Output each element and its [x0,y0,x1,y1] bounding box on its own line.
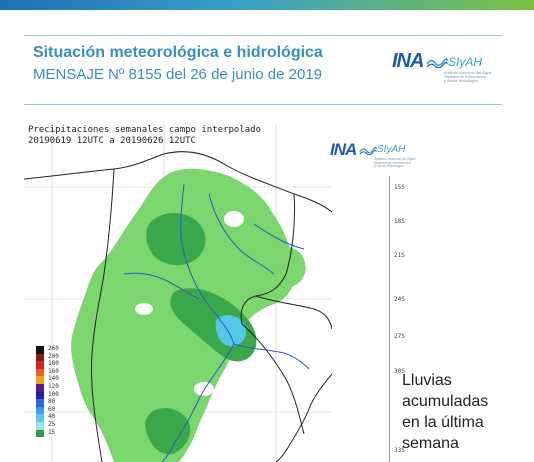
legend-label: 180 [48,360,59,368]
legend-swatch [36,399,44,407]
legend-label: 40 [48,413,56,421]
legend-swatch [36,414,44,422]
no-rain-gap [224,211,244,227]
logo-subtext-line: Instituto Nacional del Agua [444,70,492,75]
lat-tick: 21S [394,252,405,259]
legend-swatch [36,346,44,354]
legend-swatch [36,406,44,415]
logo-subtext-line: Sistema de Información [374,160,411,165]
header-top-divider [24,35,502,36]
precipitation-map [24,124,332,462]
logo-subtext-line: Sistema de Información [444,74,487,80]
legend-swatch [36,383,44,392]
legend-label: 60 [48,405,56,413]
legend-label: 15 [48,428,56,436]
legend-label: 160 [48,367,59,375]
page-subtitle: MENSAJE Nº 8155 del 26 de junio de 2019 [33,66,322,83]
logo-subtext-line: y Alerta Hidrológico [444,78,479,84]
map-title: Precipitaciones semanales campo interpol… [28,125,261,147]
logo-ina-text: INA [330,140,357,159]
borders [24,151,332,462]
precipitation-area-light-east [254,245,306,289]
legend-label: 80 [48,398,56,406]
legend-swatch [36,353,44,362]
lat-tick: 18S [394,218,405,225]
logo-slyah-text: SIyAH [448,55,483,69]
wave-icon [359,146,377,155]
no-rain-gap [135,303,153,315]
precipitation-area-dark-north [146,212,206,266]
legend-label: 120 [48,382,59,390]
legend-label: 25 [48,420,56,428]
lat-tick: 24S [394,296,405,303]
lat-tick: 27S [394,333,405,340]
caption-line: en la última [402,414,484,431]
legend-swatch [36,368,44,377]
wave-icon [426,57,448,68]
coastline [275,373,332,462]
legend-swatch [36,361,44,369]
logo-slyah-text: SIyAH [377,144,406,155]
logo-subtext-line: y Alerta Hidrológico [374,164,405,169]
legend-swatch [36,376,44,384]
precipitation-area-max [215,315,246,347]
caption-line: acumuladas [402,393,489,410]
legend-label: 140 [48,375,59,383]
logo-subtext: Instituto Nacional del Agua Sistema de I… [374,157,424,169]
lat-tick: 30S [394,368,405,375]
legend-swatch [36,391,44,400]
lat-tick: 33S [394,447,405,454]
logo-ina-text: INA [392,50,424,72]
caption-line: Lluvias [402,372,452,389]
ina-logo-map: INA SIyAH Instituto Nacional del Agua Si… [330,140,415,168]
map-title-line: Precipitaciones semanales campo interpol… [28,125,261,135]
legend-label: 100 [48,390,59,398]
ina-logo-header: INA SIyAH Instituto Nacional del Agua Si… [392,50,491,83]
precipitation-area-dark-south [145,408,191,455]
header-bottom-divider [24,104,502,105]
logo-subtext: Instituto Nacional del Agua Sistema de I… [444,70,504,84]
map-right-axis [389,176,390,462]
map-title-line: 20190619 12UTC a 20190626 12UTC [28,136,196,146]
map-svg [24,124,332,462]
legend-label: 260 [48,345,59,352]
legend-label: 200 [48,352,59,360]
legend-swatch [36,429,44,438]
legend-swatch [36,421,44,430]
caption-line: semana [402,435,459,452]
lat-tick: 15S [394,184,405,191]
top-color-bar [0,0,534,10]
map-caption: Lluvias acumuladas en la última semana [402,370,488,454]
no-rain-gap [194,382,214,396]
rivers [123,183,310,462]
page-title: Situación meteorológica e hidrológica [33,44,323,61]
logo-subtext-line: Instituto Nacional del Agua [374,157,416,161]
